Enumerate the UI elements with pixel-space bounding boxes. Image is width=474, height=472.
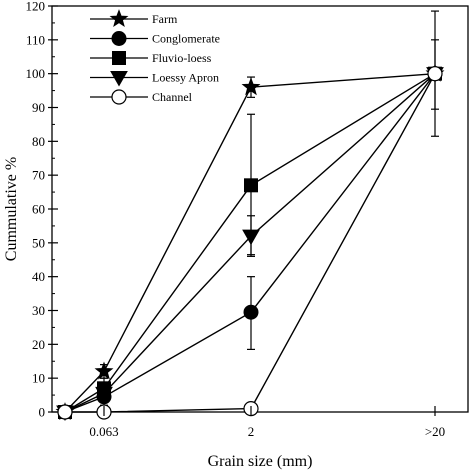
data-point-fluvio-loess bbox=[244, 178, 258, 193]
series-line-conglomerate bbox=[64, 73, 436, 413]
x-tick-label: 2 bbox=[248, 424, 255, 439]
y-tick-label: 100 bbox=[26, 66, 46, 81]
legend-marker-loessy-apron bbox=[110, 71, 128, 87]
y-tick-label: 60 bbox=[32, 202, 45, 217]
legend-label-channel: Channel bbox=[152, 90, 193, 104]
legend-label-farm: Farm bbox=[152, 12, 178, 26]
y-tick-label: 40 bbox=[32, 269, 45, 284]
series-line-loessy-apron bbox=[64, 73, 436, 413]
y-axis-title: Cummulative % bbox=[3, 157, 20, 261]
x-axis-title: Grain size (mm) bbox=[208, 453, 313, 470]
y-tick-label: 110 bbox=[26, 32, 45, 47]
y-tick-label: 90 bbox=[32, 100, 45, 115]
y-tick-label: 10 bbox=[32, 371, 45, 386]
y-tick-label: 70 bbox=[32, 168, 45, 183]
y-tick-label: 120 bbox=[26, 0, 46, 14]
data-point-farm bbox=[94, 361, 114, 380]
series-line-farm bbox=[64, 73, 436, 413]
y-tick-label: 0 bbox=[39, 405, 46, 420]
series-line-channel bbox=[65, 73, 436, 413]
data-point-farm bbox=[241, 77, 261, 96]
y-tick-label: 80 bbox=[32, 134, 45, 149]
axes: 0 10 20 30 40 50 60 70 80 90 100 110 120 0.063 2 >20 bbox=[26, 0, 446, 439]
legend-marker-fluvio-loess bbox=[112, 51, 126, 65]
y-tick-label: 30 bbox=[32, 303, 45, 318]
legend-marker-conglomerate bbox=[111, 31, 127, 46]
x-tick-label: 0.063 bbox=[89, 424, 118, 439]
legend-label-loessy-apron: Loessy Apron bbox=[152, 71, 219, 85]
y-tick-label: 20 bbox=[32, 337, 45, 352]
series-lines bbox=[64, 73, 436, 413]
data-point-loessy-apron bbox=[95, 386, 113, 403]
legend-label-conglomerate: Conglomerate bbox=[152, 32, 220, 46]
legend-marker-farm bbox=[109, 9, 129, 28]
data-point-channel bbox=[427, 66, 443, 82]
series-line-fluvio-loess bbox=[64, 73, 436, 413]
x-tick-label: >20 bbox=[425, 424, 445, 439]
legend-marker-channel bbox=[111, 89, 127, 105]
y-tick-label: 50 bbox=[32, 235, 45, 250]
data-point-loessy-apron bbox=[242, 229, 260, 246]
legend-label-fluvio-loess: Fluvio-loess bbox=[152, 51, 212, 65]
legend: Farm Conglomerate Fluvio-loess Loessy Apron… bbox=[90, 9, 220, 105]
data-point-channel bbox=[57, 404, 73, 420]
data-point-conglomerate bbox=[243, 304, 259, 320]
